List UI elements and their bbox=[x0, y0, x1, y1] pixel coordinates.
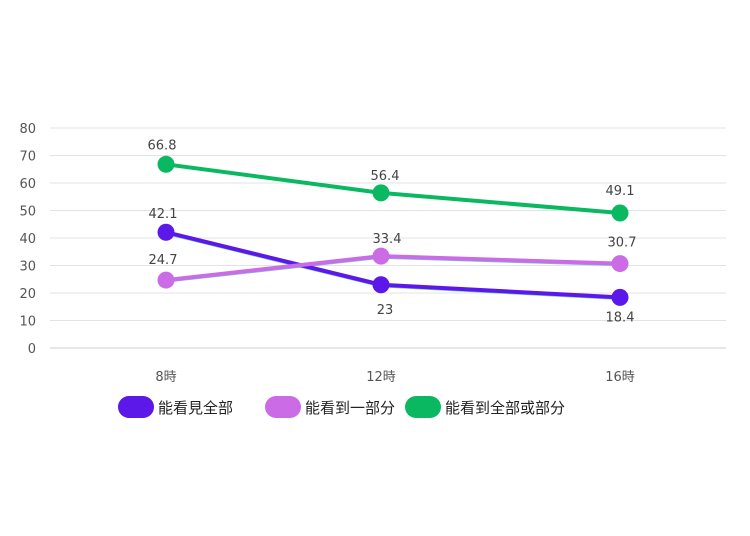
data-point[interactable] bbox=[372, 247, 390, 265]
legend-swatch-1 bbox=[265, 396, 302, 418]
data-label: 33.4 bbox=[373, 232, 402, 247]
line-chart: 0 10 20 30 40 50 60 70 80 8時 12時 16時 42.1 23 18.4 24.… bbox=[19, 122, 726, 385]
data-point[interactable] bbox=[611, 288, 629, 306]
y-tick-label: 30 bbox=[19, 260, 36, 275]
y-tick-label: 60 bbox=[19, 177, 36, 192]
data-point[interactable] bbox=[372, 276, 390, 294]
y-tick-label: 10 bbox=[19, 315, 36, 330]
data-point[interactable] bbox=[157, 155, 175, 173]
x-tick-label: 8時 bbox=[155, 370, 176, 385]
data-label: 23 bbox=[377, 303, 394, 318]
y-tick-label: 0 bbox=[28, 342, 36, 357]
y-tick-label: 70 bbox=[19, 150, 36, 165]
data-label: 30.7 bbox=[608, 236, 637, 251]
legend-item-0[interactable]: 能看見全部 bbox=[118, 396, 233, 418]
y-tick-label: 40 bbox=[19, 232, 36, 247]
legend-item-2[interactable]: 能看到全部或部分 bbox=[405, 396, 565, 418]
y-axis: 0 10 20 30 40 50 60 70 80 bbox=[19, 122, 36, 357]
legend-label-1: 能看到一部分 bbox=[305, 398, 396, 417]
x-axis: 8時 12時 16時 bbox=[155, 370, 634, 385]
data-point[interactable] bbox=[611, 204, 629, 222]
data-point[interactable] bbox=[372, 184, 390, 202]
legend-label-0: 能看見全部 bbox=[158, 398, 234, 417]
legend: 能看見全部 能看到一部分 能看到全部或部分 bbox=[118, 396, 575, 418]
data-point[interactable] bbox=[157, 223, 175, 241]
data-label: 56.4 bbox=[371, 169, 400, 184]
data-label: 42.1 bbox=[149, 207, 178, 222]
data-label: 66.8 bbox=[148, 138, 177, 153]
data-label: 18.4 bbox=[606, 310, 635, 325]
legend-swatch-0 bbox=[118, 396, 154, 418]
x-tick-label: 16時 bbox=[605, 370, 635, 385]
data-label: 49.1 bbox=[606, 184, 635, 199]
series-line-1 bbox=[164, 254, 622, 283]
data-labels: 42.1 23 18.4 24.7 33.4 30.7 66.8 56.4 49.1 bbox=[148, 138, 637, 325]
series-group bbox=[157, 155, 629, 306]
data-point[interactable] bbox=[611, 255, 629, 273]
data-label: 24.7 bbox=[149, 253, 178, 268]
legend-label-2: 能看到全部或部分 bbox=[445, 398, 566, 417]
legend-item-1[interactable]: 能看到一部分 bbox=[265, 396, 395, 418]
y-tick-label: 50 bbox=[19, 205, 36, 220]
x-tick-label: 12時 bbox=[366, 370, 396, 385]
y-tick-label: 20 bbox=[19, 287, 36, 302]
data-point[interactable] bbox=[157, 271, 175, 289]
legend-swatch-2 bbox=[405, 396, 442, 418]
y-tick-label: 80 bbox=[19, 122, 36, 137]
